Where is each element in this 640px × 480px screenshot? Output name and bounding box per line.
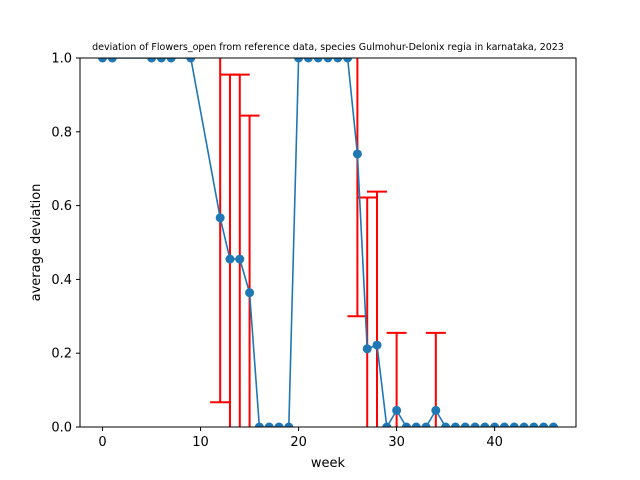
data-point: [225, 254, 235, 264]
data-point: [519, 422, 529, 427]
data-point: [215, 213, 225, 223]
data-point: [431, 405, 441, 415]
data-point: [186, 58, 196, 63]
y-tick-label: 0.6: [51, 199, 72, 214]
error-bar: [229, 73, 250, 427]
data-point: [411, 422, 421, 427]
data-point: [509, 422, 519, 427]
data-point: [460, 422, 470, 427]
error-bar: [239, 114, 260, 427]
data-point: [499, 422, 509, 427]
data-point: [362, 344, 372, 354]
error-bar: [347, 58, 368, 318]
data-point: [421, 422, 431, 427]
y-axis-label: average deviation: [29, 184, 44, 302]
data-point: [352, 149, 362, 159]
axes-frame: [79, 57, 577, 428]
data-point: [401, 422, 411, 427]
data-point: [343, 58, 353, 63]
data-point: [294, 58, 304, 63]
data-point: [480, 422, 490, 427]
y-tick-label: 0.4: [51, 273, 72, 288]
data-point: [107, 58, 117, 63]
error-bar: [210, 58, 231, 404]
x-tick-label: 40: [486, 435, 503, 450]
error-bar: [357, 196, 378, 427]
data-point: [313, 58, 323, 63]
data-point: [156, 58, 166, 63]
data-point: [274, 422, 284, 427]
data-point: [539, 422, 549, 427]
data-point: [441, 422, 451, 427]
y-tick-label: 0.8: [51, 125, 72, 140]
data-point: [333, 58, 343, 63]
x-tick-label: 0: [98, 435, 106, 450]
x-axis-label: week: [311, 456, 346, 471]
data-point: [470, 422, 480, 427]
x-tick-label: 20: [290, 435, 307, 450]
data-point: [392, 405, 402, 415]
data-point: [490, 422, 500, 427]
data-point: [264, 422, 274, 427]
data-point: [450, 422, 460, 427]
y-tick-label: 1.0: [51, 52, 72, 67]
data-point: [98, 58, 108, 63]
data-point: [529, 422, 539, 427]
data-point: [372, 340, 382, 350]
x-axis: 0 10 20 30 40: [98, 427, 503, 450]
x-tick-label: 10: [192, 435, 209, 450]
error-bar: [367, 190, 388, 427]
chart-title: deviation of Flowers_open from reference…: [92, 42, 564, 53]
data-point: [303, 58, 313, 63]
data-point: [235, 254, 245, 264]
y-tick-label: 0.0: [51, 421, 72, 436]
data-point: [254, 422, 264, 427]
data-point: [245, 288, 255, 298]
y-axis: 0.0 0.2 0.4 0.6 0.8 1.0: [51, 52, 80, 436]
data-point: [284, 422, 294, 427]
data-point: [548, 422, 558, 427]
data-point: [382, 422, 392, 427]
y-tick-label: 0.2: [51, 347, 72, 362]
data-point: [147, 58, 157, 63]
data-point: [166, 58, 176, 63]
x-tick-label: 30: [388, 435, 405, 450]
plot-area: [98, 58, 558, 427]
data-point: [323, 58, 333, 63]
